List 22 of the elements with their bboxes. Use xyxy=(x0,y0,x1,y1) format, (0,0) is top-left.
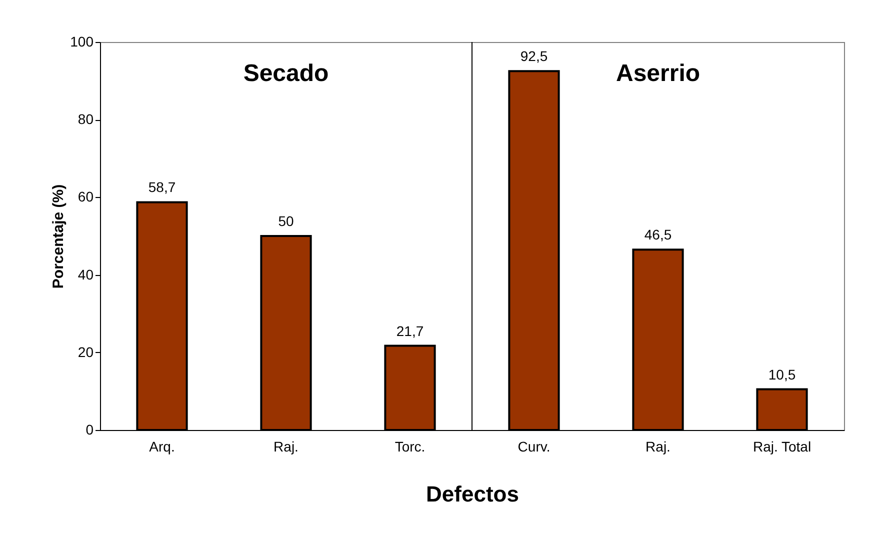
y-tick-label: 40 xyxy=(78,266,94,282)
x-axis-title: Defectos xyxy=(426,482,519,506)
y-tick-label: 60 xyxy=(78,188,94,205)
data-label: 10,5 xyxy=(768,366,796,382)
data-label: 50 xyxy=(278,213,294,229)
data-label: 92,5 xyxy=(520,48,548,64)
data-label: 46,5 xyxy=(644,226,672,243)
data-label: 58,7 xyxy=(148,179,176,196)
x-tick-label: Torc. xyxy=(394,438,426,454)
x-tick-label: Raj. xyxy=(274,438,298,454)
y-axis-title: Porcentaje (%) xyxy=(50,184,68,289)
x-tick-label: Curv. xyxy=(518,438,550,454)
x-tick-label: Raj. Total xyxy=(752,438,812,454)
x-tick-label: Arq. xyxy=(149,438,175,454)
y-tick-label: 0 xyxy=(86,422,94,438)
y-tick-label: 80 xyxy=(78,111,94,128)
data-label: 21,7 xyxy=(396,322,424,339)
annotation: Aserrio xyxy=(616,60,700,87)
annotation: Secado xyxy=(243,60,329,87)
x-tick-label: Raj. xyxy=(646,438,670,454)
y-tick-label: 20 xyxy=(78,344,94,360)
y-tick-label: 100 xyxy=(70,34,94,50)
